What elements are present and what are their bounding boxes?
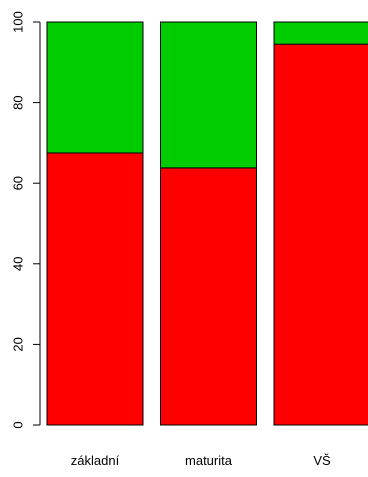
bar-segment xyxy=(273,43,368,426)
bar-segment xyxy=(46,21,144,154)
y-tick-label: 60 xyxy=(11,176,26,190)
bar-segment xyxy=(273,21,368,45)
bar-segment xyxy=(46,152,144,426)
y-tick-label: 80 xyxy=(11,95,26,109)
y-tick-label: 20 xyxy=(11,337,26,351)
y-axis: 0 20 40 60 80 100 xyxy=(11,11,41,429)
y-tick-label: 40 xyxy=(11,257,26,271)
y-tick-label: 0 xyxy=(11,421,26,428)
bar-segment xyxy=(160,21,257,169)
y-tick-label: 100 xyxy=(11,11,26,33)
x-tick-label: základní xyxy=(71,453,120,468)
bars xyxy=(46,21,368,426)
bar-segment xyxy=(160,167,257,426)
x-tick-label: maturita xyxy=(185,453,233,468)
x-tick-label: VŠ xyxy=(313,453,331,468)
x-axis-labels: základní maturita VŠ xyxy=(71,453,331,468)
